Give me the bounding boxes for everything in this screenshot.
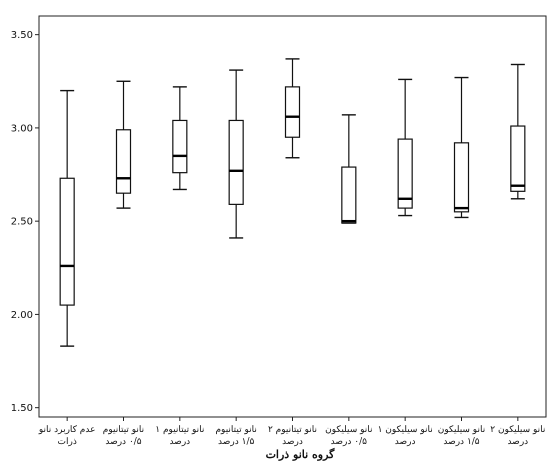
box-iqr	[284, 86, 301, 138]
box-iqr	[453, 142, 470, 213]
box-iqr	[228, 119, 244, 205]
x-tick-label: نانو تیتانیوم	[103, 425, 144, 435]
y-tick-label: 1.50	[11, 403, 33, 414]
x-tick-label: نانو تیتانیوم ۲	[268, 425, 317, 435]
box-iqr	[172, 119, 188, 174]
y-axis: 1.50 2.00 2.50 3.00 3.50	[11, 30, 39, 414]
box-iqr	[341, 166, 357, 224]
x-axis-label: گروه نانو ذرات	[266, 447, 336, 461]
x-tick-label: نانو تیتانیوم	[215, 425, 256, 435]
x-tick-label: ۱/۵ درصد	[443, 437, 479, 447]
x-tick-label: نانو تیتانیوم ۱	[155, 425, 204, 435]
y-tick-label: 3.00	[11, 123, 33, 134]
x-tick-label: ذرات	[58, 437, 77, 447]
x-tick-label: ۰/۵ درصد	[105, 437, 141, 447]
x-tick-label: نانو سیلیکون ۲	[490, 425, 545, 435]
y-tick-label: 2.00	[11, 310, 33, 321]
x-tick-label: درصد	[282, 437, 303, 447]
box-5	[284, 58, 301, 159]
x-tick-label: ۱/۵ درصد	[218, 437, 254, 447]
box-9	[510, 63, 526, 200]
x-tick-label: عدم کاربرد نانو	[38, 425, 96, 435]
box-series	[59, 58, 526, 347]
box-6	[341, 114, 357, 224]
x-tick-label: درصد	[507, 437, 528, 447]
box-7	[397, 78, 413, 217]
box-2	[115, 80, 132, 209]
box-iqr	[397, 138, 413, 209]
x-tick-label: درصد	[395, 437, 416, 447]
x-tick-label: درصد	[169, 437, 190, 447]
x-tick-label: ۰/۵ درصد	[331, 437, 367, 447]
box-iqr	[59, 177, 75, 306]
box-1	[59, 89, 75, 347]
box-4	[228, 69, 244, 239]
box-3	[172, 86, 188, 191]
x-axis: عدم کاربرد نانو ذرات نانو تیتانیوم ۰/۵ درصد…	[38, 417, 545, 447]
y-tick-label: 2.50	[11, 217, 33, 228]
x-tick-label: نانو سیلیکون ۱	[378, 425, 433, 435]
box-iqr	[115, 129, 132, 194]
x-tick-label: نانو سیلیکون	[438, 425, 485, 435]
box-8	[453, 76, 470, 219]
box-iqr	[510, 125, 526, 192]
x-tick-label: نانو سیلیکون	[325, 425, 372, 435]
y-tick-label: 3.50	[11, 30, 33, 41]
